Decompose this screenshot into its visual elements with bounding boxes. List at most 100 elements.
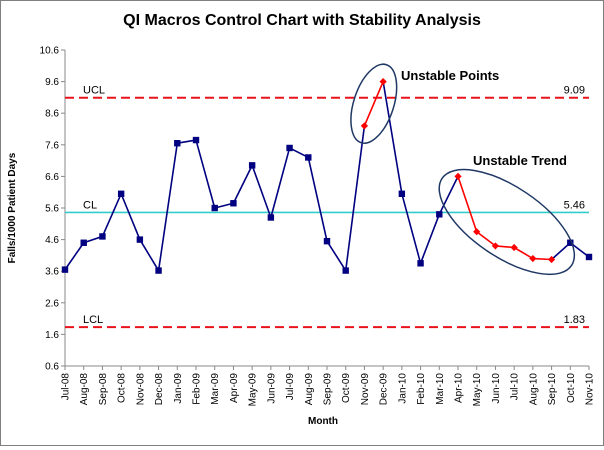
x-tick-label: Jan-10 (397, 373, 408, 404)
x-tick-label: Jul-09 (285, 373, 296, 401)
x-tick-label: Dec-09 (379, 373, 390, 406)
x-tick-label: May-10 (472, 373, 483, 407)
x-tick-label: Nov-08 (135, 373, 146, 406)
data-point (99, 233, 106, 240)
unstable-points-ellipse (350, 63, 398, 144)
x-tick-label: Jan-09 (173, 373, 184, 404)
series-segment (120, 193, 141, 240)
data-point (342, 267, 349, 274)
annotation-unstable-points: Unstable Points (401, 68, 499, 83)
chart-title: QI Macros Control Chart with Stability A… (123, 12, 481, 29)
x-tick-label: Feb-09 (192, 373, 203, 405)
x-tick-label: Apr-09 (229, 373, 240, 403)
series-segment (344, 125, 366, 271)
series-segment (195, 139, 216, 209)
x-tick-label: Mar-09 (210, 373, 221, 405)
x-tick-label: Jun-10 (491, 373, 502, 404)
data-point (585, 253, 593, 261)
y-tick-label: 1.6 (45, 330, 59, 341)
unstable-data-point (454, 172, 462, 180)
data-point (211, 204, 218, 212)
series-segment (401, 193, 422, 264)
y-tick-label: 5.6 (45, 204, 59, 215)
unstable-data-point (547, 255, 556, 264)
control-line-label-lcl: LCL (83, 314, 103, 326)
unstable-data-point (510, 243, 518, 252)
data-point (248, 162, 256, 169)
series-segment (270, 147, 291, 218)
data-point (136, 236, 144, 243)
y-tick-label: 0.6 (45, 362, 59, 373)
y-tick-label: 7.6 (45, 140, 59, 151)
series-segment (438, 176, 459, 215)
series-segment (326, 240, 347, 271)
annotation-unstable-trend: Unstable Trend (473, 153, 567, 168)
x-tick-label: Feb-10 (416, 373, 427, 405)
unstable-data-point (360, 122, 369, 130)
x-tick-label: Sep-10 (547, 373, 558, 406)
data-point (155, 267, 162, 274)
series-segment (139, 239, 160, 271)
x-tick-label: May-09 (248, 373, 259, 407)
x-tick-label: Aug-10 (528, 373, 539, 406)
series-segment (64, 242, 85, 271)
control-line-label-ucl: UCL (83, 85, 105, 97)
y-tick-label: 4.6 (45, 235, 59, 246)
y-tick-label: 8.6 (45, 109, 59, 120)
data-point (436, 211, 443, 218)
data-point (286, 144, 293, 152)
x-tick-label: Oct-09 (341, 373, 352, 403)
series-segment (513, 246, 534, 260)
unstable-data-point (491, 242, 500, 250)
data-point (267, 214, 275, 221)
x-tick-label: Apr-10 (454, 373, 465, 403)
series-segment (457, 176, 478, 232)
data-point (417, 260, 424, 267)
series-segment (101, 193, 122, 237)
series-segment (419, 214, 441, 264)
y-tick-label: 10.6 (40, 46, 60, 57)
x-tick-label: Oct-08 (117, 373, 128, 403)
unstable-data-point (529, 254, 537, 263)
data-point (80, 239, 87, 246)
x-axis-title: Month (308, 416, 338, 427)
x-tick-label: Sep-09 (323, 373, 334, 406)
unstable-data-point (473, 228, 481, 236)
x-tick-label: Aug-09 (304, 373, 315, 406)
data-point (323, 237, 331, 245)
series-segment (307, 157, 328, 242)
y-tick-label: 2.6 (45, 298, 59, 309)
x-tick-label: Nov-10 (585, 373, 596, 406)
y-tick-label: 6.6 (45, 172, 59, 183)
x-tick-label: Dec-08 (154, 373, 165, 406)
x-tick-label: Nov-09 (360, 373, 371, 406)
data-point (230, 200, 237, 207)
data-point (117, 190, 125, 197)
series-segment (382, 81, 403, 194)
series-segment (363, 81, 384, 127)
y-tick-label: 9.6 (45, 77, 59, 88)
x-tick-label: Jul-08 (61, 373, 72, 401)
series-segment (476, 231, 496, 247)
data-point (192, 136, 200, 144)
control-line-value-ucl: 9.09 (564, 85, 585, 97)
x-tick-label: Jul-10 (510, 373, 521, 401)
x-tick-label: Aug-08 (79, 373, 90, 406)
unstable-trend-ellipse (438, 168, 576, 276)
series-segment (157, 143, 179, 271)
series-segment (232, 164, 253, 204)
data-point (61, 266, 69, 273)
data-point (305, 154, 312, 161)
x-tick-label: Sep-08 (98, 373, 109, 406)
control-line-value-lcl: 1.83 (564, 314, 585, 326)
x-tick-label: Mar-10 (435, 373, 446, 405)
y-tick-label: 3.6 (45, 267, 59, 278)
x-tick-label: Oct-10 (566, 373, 577, 403)
x-tick-label: Jun-09 (266, 373, 277, 404)
data-point (398, 190, 406, 197)
y-axis-title: Falls/1000 Patient Days (7, 152, 18, 263)
series-segment (251, 165, 272, 218)
control-line-label-cl: CL (83, 199, 97, 211)
